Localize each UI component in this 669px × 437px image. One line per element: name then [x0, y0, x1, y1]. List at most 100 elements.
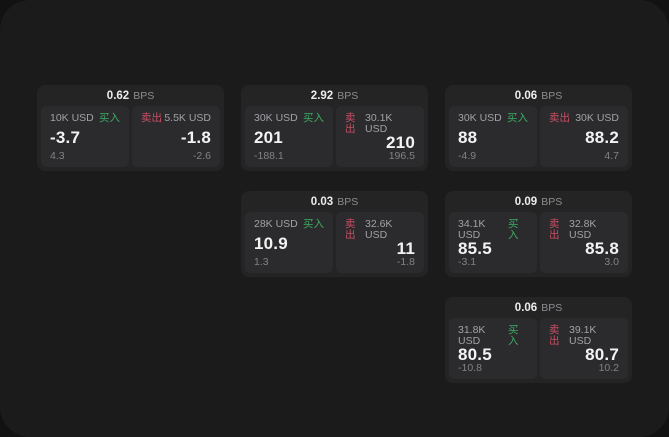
bps-unit-label: BPS	[337, 89, 359, 102]
card-body: 34.1K USD 买入 85.5 -3.1 卖出 32.8K USD 85.8…	[449, 212, 628, 273]
buy-panel[interactable]: 34.1K USD 买入 85.5 -3.1	[449, 212, 537, 273]
sell-panel-top-row: 卖出 32.6K USD	[345, 219, 415, 240]
buy-sub-value: -3.1	[458, 256, 477, 268]
buy-side-label: 买入	[303, 112, 324, 124]
sell-side-label: 卖出	[141, 112, 162, 124]
sell-price-value: -1.8	[180, 127, 211, 147]
sell-side-label: 卖出	[549, 112, 570, 124]
card-body: 31.8K USD 买入 80.5 -10.8 卖出 39.1K USD 80.…	[449, 318, 628, 379]
sell-sub-value: 10.2	[598, 362, 619, 374]
buy-price-value: 10.9	[254, 233, 288, 253]
quote-card: 0.03 BPS 28K USD 买入 10.9 1.3 卖出 32.6K US…	[241, 191, 428, 277]
card-header: 0.03 BPS	[245, 191, 424, 212]
bps-value: 0.06	[514, 301, 538, 314]
buy-sub-value: -188.1	[254, 149, 284, 162]
buy-price-value: -3.7	[50, 127, 81, 147]
sell-sub-value: -1.8	[396, 256, 415, 268]
bps-value: 0.06	[514, 89, 538, 102]
card-body: 30K USD 买入 88 -4.9 卖出 30K USD 88.2 4.7	[449, 106, 628, 167]
buy-amount-label: 10K USD	[50, 112, 94, 124]
sell-side-label: 卖出	[345, 112, 356, 135]
buy-price-value: 85.5	[458, 239, 492, 258]
sell-sub-value: 3.0	[604, 256, 619, 268]
sell-price-value: 210	[386, 133, 415, 152]
sell-price-value: 88.2	[585, 127, 619, 147]
bps-value: 2.92	[310, 89, 334, 102]
card-header: 0.62 BPS	[41, 85, 220, 106]
sell-amount-label: 30.1K USD	[364, 112, 393, 135]
buy-amount-label: 28K USD	[254, 218, 298, 230]
card-header: 0.06 BPS	[449, 297, 628, 318]
sell-price-value: 85.8	[585, 239, 619, 258]
buy-price-value: 201	[254, 127, 283, 147]
buy-sub-value: -4.9	[458, 149, 477, 162]
buy-sub-value: 4.3	[50, 149, 65, 162]
quote-card: 0.06 BPS 31.8K USD 买入 80.5 -10.8 卖出 39.1…	[445, 297, 632, 383]
sell-price-value: 80.7	[585, 345, 619, 364]
sell-panel-top-row: 卖出 30.1K USD	[345, 113, 415, 134]
sell-side-label: 卖出	[549, 324, 560, 347]
buy-panel[interactable]: 10K USD 买入 -3.7 4.3	[41, 106, 129, 167]
sell-sub-value: -2.6	[192, 149, 211, 162]
buy-amount-label: 30K USD	[458, 112, 502, 124]
sell-panel[interactable]: 卖出 30.1K USD 210 196.5	[336, 106, 424, 167]
card-body: 10K USD 买入 -3.7 4.3 卖出 5.5K USD -1.8 -2.…	[41, 106, 220, 167]
quote-card: 0.06 BPS 30K USD 买入 88 -4.9 卖出 30K USD 8…	[445, 85, 632, 171]
buy-price-value: 80.5	[458, 345, 492, 364]
card-body: 30K USD 买入 201 -188.1 卖出 30.1K USD 210 1…	[245, 106, 424, 167]
buy-amount-label: 34.1K USD	[458, 218, 486, 241]
buy-panel-top-row: 31.8K USD 买入	[458, 325, 528, 346]
card-header: 0.09 BPS	[449, 191, 628, 212]
sell-panel[interactable]: 卖出 39.1K USD 80.7 10.2	[540, 318, 628, 379]
sell-panel[interactable]: 卖出 32.8K USD 85.8 3.0	[540, 212, 628, 273]
sell-amount-label: 5.5K USD	[164, 112, 211, 124]
quote-card: 0.09 BPS 34.1K USD 买入 85.5 -3.1 卖出 32.8K…	[445, 191, 632, 277]
buy-panel[interactable]: 28K USD 买入 10.9 1.3	[245, 212, 333, 273]
sell-amount-label: 30K USD	[575, 112, 619, 124]
sell-sub-value: 196.5	[388, 150, 415, 162]
buy-sub-value: -10.8	[458, 362, 482, 374]
sell-side-label: 卖出	[549, 218, 560, 241]
buy-side-label: 买入	[507, 112, 528, 124]
sell-panel-top-row: 卖出 39.1K USD	[549, 325, 619, 346]
quote-card-grid: 0.62 BPS 10K USD 买入 -3.7 4.3 卖出 5.5K USD…	[37, 85, 632, 383]
sell-amount-label: 39.1K USD	[568, 324, 597, 347]
buy-amount-label: 30K USD	[254, 112, 298, 124]
buy-panel-top-row: 30K USD 买入	[458, 113, 528, 124]
card-header: 0.06 BPS	[449, 85, 628, 106]
buy-panel-top-row: 34.1K USD 买入	[458, 219, 528, 240]
sell-panel-top-row: 卖出 30K USD	[549, 113, 619, 124]
sell-panel-top-row: 卖出 32.8K USD	[549, 219, 619, 240]
buy-panel[interactable]: 30K USD 买入 88 -4.9	[449, 106, 537, 167]
sell-panel[interactable]: 卖出 5.5K USD -1.8 -2.6	[132, 106, 220, 167]
sell-panel[interactable]: 卖出 30K USD 88.2 4.7	[540, 106, 628, 167]
sell-panel[interactable]: 卖出 32.6K USD 11 -1.8	[336, 212, 424, 273]
buy-panel[interactable]: 31.8K USD 买入 80.5 -10.8	[449, 318, 537, 379]
buy-sub-value: 1.3	[254, 255, 269, 268]
buy-panel[interactable]: 30K USD 买入 201 -188.1	[245, 106, 333, 167]
buy-price-value: 88	[458, 127, 478, 147]
buy-side-label: 买入	[303, 218, 324, 230]
bps-value: 0.62	[106, 89, 130, 102]
buy-panel-top-row: 30K USD 买入	[254, 113, 324, 124]
sell-amount-label: 32.6K USD	[364, 218, 393, 241]
sell-sub-value: 4.7	[604, 149, 619, 162]
buy-panel-top-row: 28K USD 买入	[254, 219, 324, 230]
buy-panel-top-row: 10K USD 买入	[50, 113, 120, 124]
bps-unit-label: BPS	[133, 89, 155, 102]
buy-side-label: 买入	[99, 112, 120, 124]
sell-panel-top-row: 卖出 5.5K USD	[141, 113, 211, 124]
card-header: 2.92 BPS	[245, 85, 424, 106]
buy-amount-label: 31.8K USD	[458, 324, 486, 347]
sell-side-label: 卖出	[345, 218, 356, 241]
bps-unit-label: BPS	[541, 89, 563, 102]
bps-unit-label: BPS	[541, 195, 563, 208]
quote-card: 0.62 BPS 10K USD 买入 -3.7 4.3 卖出 5.5K USD…	[37, 85, 224, 171]
card-body: 28K USD 买入 10.9 1.3 卖出 32.6K USD 11 -1.8	[245, 212, 424, 273]
bps-value: 0.03	[310, 195, 334, 208]
sell-price-value: 11	[396, 239, 415, 258]
quote-card: 2.92 BPS 30K USD 买入 201 -188.1 卖出 30.1K …	[241, 85, 428, 171]
bps-unit-label: BPS	[337, 195, 359, 208]
buy-side-label: 买入	[508, 218, 519, 241]
